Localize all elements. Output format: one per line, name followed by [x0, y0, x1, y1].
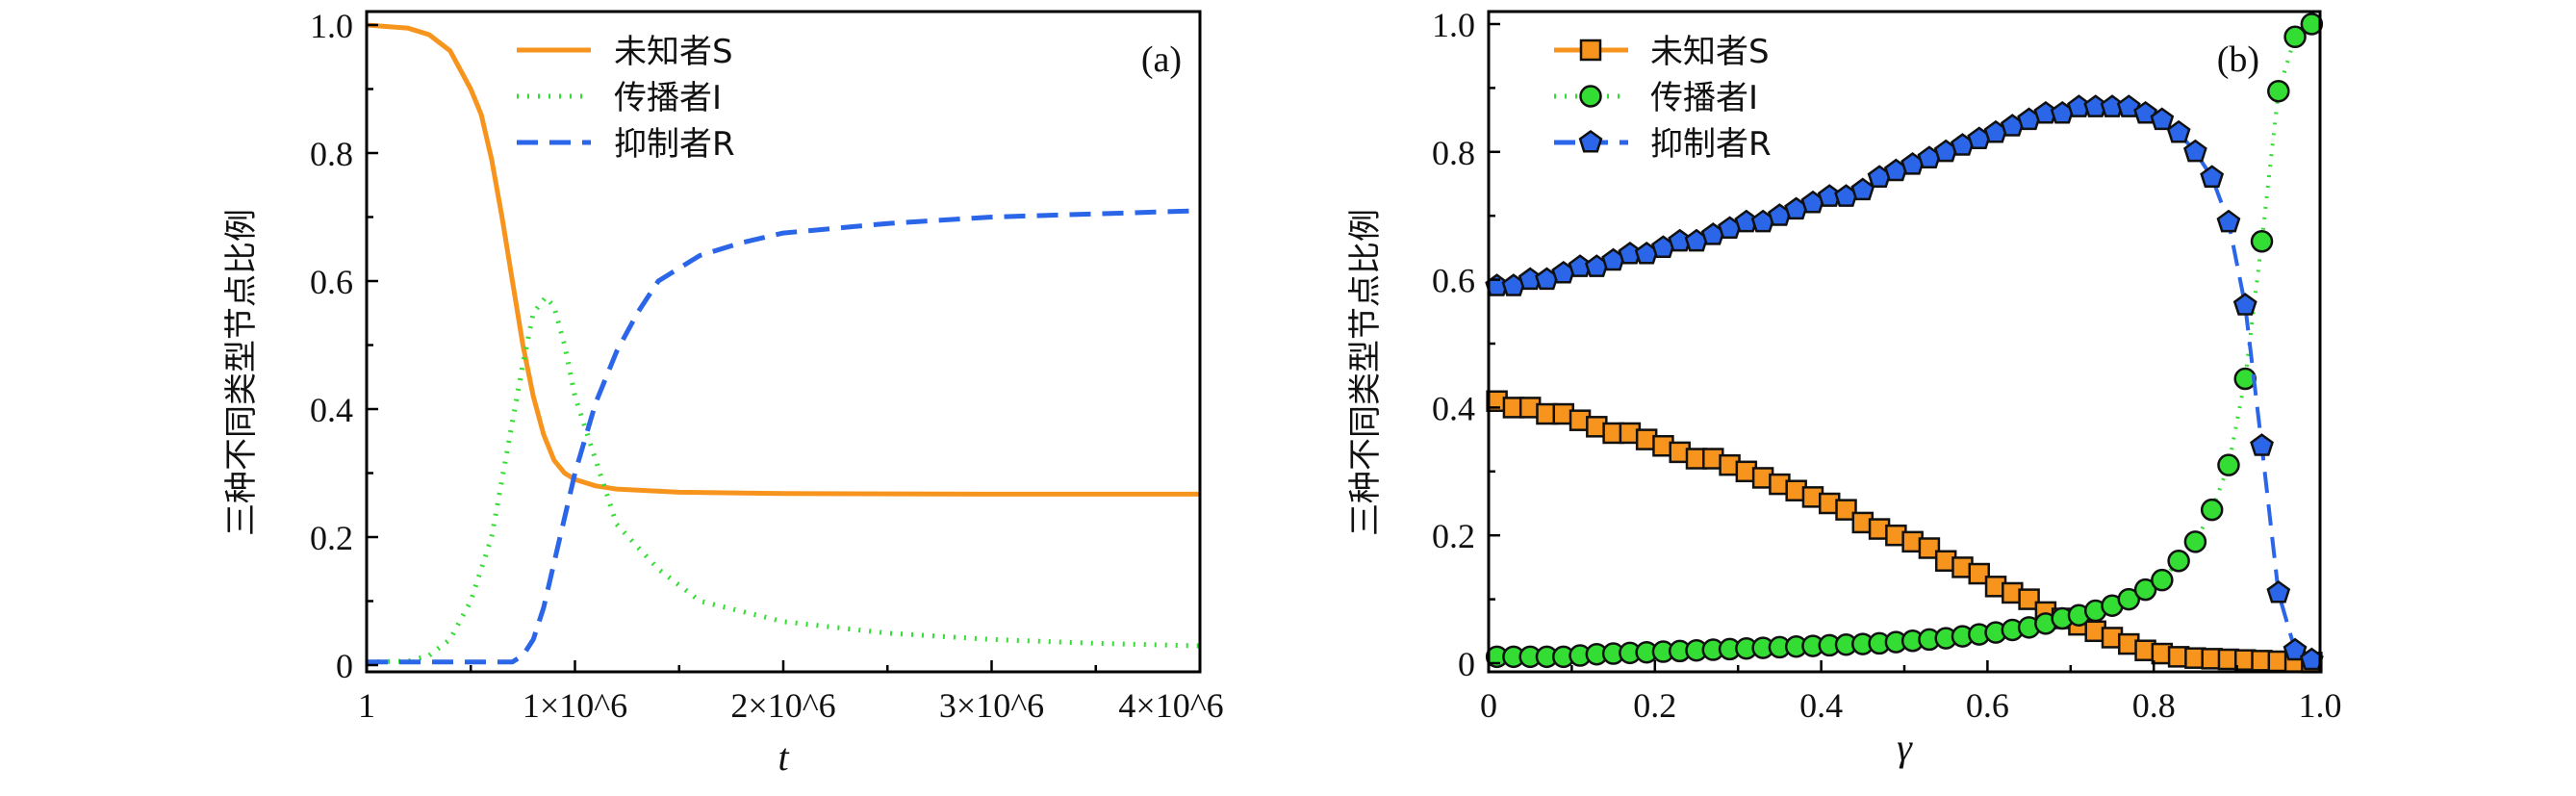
data-point	[2183, 139, 2207, 163]
x-axis-label: γ	[1897, 726, 1913, 769]
y-tick-label: 1.0	[1432, 6, 1475, 44]
chart-panel-a: 0 0.2 0.4 0.6 0.8 1.0 1 1×10^6 2×10^6 3×10^6 4×10^…	[222, 7, 1224, 779]
data-point	[2183, 530, 2207, 553]
legend-label-2: 抑制者R	[1650, 125, 1772, 164]
data-point	[2250, 230, 2274, 253]
x-tick-label: 0.2	[1633, 686, 1676, 725]
legend-label-0: 未知者S	[1650, 33, 1770, 71]
x-tick-label: 1	[358, 686, 375, 725]
legend-marker-1	[1579, 85, 1602, 108]
y-tick-label: 0.4	[310, 391, 353, 429]
legend-label-0: 未知者S	[614, 33, 733, 71]
x-tick-label: 4×10^6	[1118, 686, 1223, 725]
data-point	[2217, 453, 2240, 476]
plot-frame	[1487, 10, 2322, 674]
data-point	[2266, 579, 2291, 603]
data-point	[2250, 433, 2274, 456]
data-point	[2133, 578, 2157, 602]
series-line-2	[367, 208, 1200, 665]
legend-marker-2	[1578, 129, 1603, 153]
data-point	[2216, 209, 2241, 233]
x-tick-label: 1×10^6	[523, 686, 627, 725]
x-tick-label: 0	[1480, 686, 1497, 725]
data-point	[2151, 568, 2174, 592]
data-point	[1918, 537, 1941, 559]
legend-marker-0	[1579, 39, 1602, 62]
data-point	[1850, 177, 1875, 201]
data-point	[2267, 79, 2290, 103]
y-axis-label: 三种不同类型节点比例	[222, 209, 261, 536]
data-point	[2166, 119, 2191, 143]
data-point	[2167, 550, 2190, 573]
x-tick-label: 0.8	[2132, 686, 2176, 725]
data-point	[2283, 637, 2308, 661]
y-tick-label: 0.8	[1432, 134, 1475, 172]
plot-frame	[365, 10, 1202, 674]
x-tick-label: 0.6	[1966, 686, 2009, 725]
legend-label-1: 传播者I	[614, 79, 722, 117]
series-line-0	[367, 22, 1200, 497]
x-tick-label: 3×10^6	[939, 686, 1044, 725]
y-tick-label: 0.6	[1432, 262, 1475, 300]
y-axis-label: 三种不同类型节点比例	[1346, 209, 1385, 536]
y-tick-label: 0	[1458, 645, 1475, 683]
data-point	[2232, 293, 2257, 316]
data-point	[1835, 499, 1857, 521]
x-tick-label: 1.0	[2299, 686, 2342, 725]
data-point	[2018, 588, 2040, 610]
panel-label: (b)	[2217, 39, 2259, 80]
data-point	[2300, 13, 2324, 36]
data-point	[2283, 25, 2307, 49]
y-tick-label: 0.2	[310, 519, 353, 557]
legend-label-1: 传播者I	[1650, 79, 1758, 117]
chart-panel-b: 0 0.2 0.4 0.6 0.8 1.0 0 0.2 0.4 0.6 0.8 1.0 γ 三种不同类型节…	[1346, 6, 2342, 769]
series-line-1	[367, 295, 1200, 665]
data-point	[2150, 107, 2175, 131]
y-tick-label: 0.2	[1432, 517, 1475, 555]
x-tick-label: 2×10^6	[730, 686, 835, 725]
y-tick-label: 0.6	[310, 263, 353, 301]
data-point	[2200, 498, 2224, 522]
data-point	[2200, 165, 2225, 188]
data-point	[1968, 562, 1991, 585]
y-tick-label: 1.0	[310, 7, 353, 45]
panel-label: (a)	[1141, 39, 1182, 80]
x-axis-label: t	[778, 735, 789, 779]
legend-label-2: 抑制者R	[614, 125, 735, 164]
data-point	[2117, 587, 2141, 611]
y-tick-label: 0.8	[310, 135, 353, 173]
y-tick-label: 0	[336, 647, 353, 685]
y-tick-label: 0.4	[1432, 389, 1475, 427]
legend: 未知者S 传播者I 抑制者R	[1554, 33, 1772, 164]
legend: 未知者S 传播者I 抑制者R	[517, 33, 735, 164]
x-tick-label: 0.4	[1799, 686, 1843, 725]
series-line-2	[1496, 105, 2313, 662]
